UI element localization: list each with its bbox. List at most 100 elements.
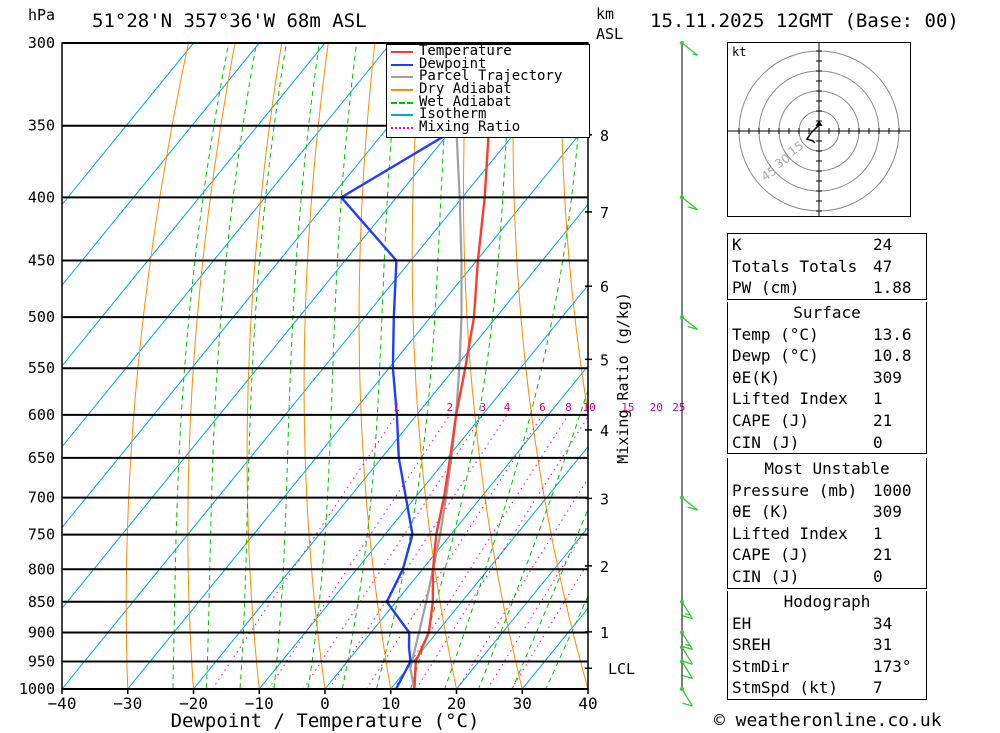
x-axis-label: Dewpoint / Temperature (°C): [171, 710, 480, 732]
dry-adiabat-line: [125, 43, 189, 689]
mixing-ratio-line: [328, 414, 508, 689]
wet-adiabat-line: [205, 43, 258, 689]
mixing-ratio-value-label: 3: [479, 401, 486, 414]
index-row: Lifted Index 1: [728, 523, 926, 545]
index-row: PW (cm) 1.88: [728, 277, 926, 299]
index-value: 309: [873, 367, 902, 387]
datetime-title: 15.11.2025 12GMT (Base: 00): [650, 10, 959, 32]
dry-adiabat-line: [928, 6, 1000, 715]
index-row: Totals Totals 47: [728, 256, 926, 278]
mixing-ratio-value-label: 20: [650, 401, 663, 414]
mixing-ratio-line: [366, 414, 543, 689]
index-value: 0: [873, 566, 883, 586]
index-row: θE(K) 309: [728, 367, 926, 389]
km-tick-label: 7: [600, 204, 609, 222]
index-key: Lifted Index: [732, 389, 848, 409]
pressure-tick-label: 900: [28, 623, 55, 641]
isotherm-line: [62, 43, 326, 367]
wind-barb: [681, 661, 694, 680]
isotherm-line: [127, 122, 588, 689]
index-key: StmSpd (kt): [732, 678, 838, 698]
index-row: StmDir 173°: [728, 656, 926, 678]
wind-barb: [681, 497, 699, 511]
legend-label: Dewpoint: [419, 55, 487, 72]
index-key: PW (cm): [732, 278, 800, 298]
parcel-trajectory-line-point: [409, 667, 412, 670]
legend-swatch: [391, 63, 413, 66]
km-tick-label: 1: [600, 624, 609, 642]
index-key: CIN (J): [732, 566, 800, 586]
legend-item: Mixing Ratio: [387, 119, 589, 136]
pressure-tick-label: 600: [28, 406, 55, 424]
x-tick-label: 0: [320, 694, 330, 713]
isotherm-line: [62, 43, 588, 689]
mixing-ratio-value-label: 8: [565, 401, 572, 414]
index-key: Totals Totals: [732, 256, 858, 276]
legend-label: Isotherm: [419, 106, 487, 123]
index-key: CIN (J): [732, 432, 800, 452]
isotherm-line: [324, 365, 588, 689]
x-tick-label: −10: [245, 694, 274, 713]
index-key: K: [732, 235, 742, 254]
dry-adiabat-line: [512, 43, 588, 689]
index-row: Temp (°C) 13.6: [728, 324, 926, 346]
pressure-tick-label: 400: [28, 188, 55, 206]
x-tick-label: −30: [113, 694, 142, 713]
pressure-tick-label: 500: [28, 308, 55, 326]
hodograph-ring-label: 15: [786, 138, 807, 158]
isotherm-line: [62, 43, 523, 610]
legend-item: Parcel Trajectory: [387, 68, 589, 85]
index-value: 309: [873, 502, 902, 522]
mixing-ratio-value-label: 15: [621, 401, 634, 414]
wet-adiabat-line: [477, 388, 588, 689]
index-section-title: Hodograph: [783, 592, 871, 611]
pressure-tick-label: 1000: [19, 680, 55, 698]
hodograph-panel: kt 15 30 45: [727, 42, 911, 217]
index-row: CAPE (J) 21: [728, 410, 926, 432]
indices-surface-table: Surface Temp (°C) 13.6 Dewp (°C) 10.8 θE(K) 30…: [727, 302, 927, 455]
legend-item: Temperature: [387, 44, 589, 58]
index-key: SREH: [732, 635, 771, 655]
wind-barb: [681, 196, 699, 211]
temperature-line-point: [421, 646, 423, 648]
dry-adiabat-line: [303, 43, 329, 689]
index-key: Lifted Index: [732, 523, 848, 543]
mixing-ratio-line: [393, 414, 569, 689]
pressure-tick-label: 450: [28, 252, 55, 270]
mixing-ratio-value-label: 2: [447, 401, 454, 414]
index-key: θE (K): [732, 502, 790, 522]
wind-barb: [681, 688, 694, 707]
km-tick-label: 3: [600, 490, 609, 508]
legend-swatch: [391, 114, 413, 117]
index-row: Dewp (°C) 10.8: [728, 345, 926, 367]
legend-label: Mixing Ratio: [419, 119, 521, 136]
km-tick-label: 2: [600, 558, 609, 576]
legend-item: Wet Adiabat: [387, 93, 589, 110]
index-value: 1: [873, 523, 883, 543]
legend-swatch: [391, 89, 413, 92]
index-section-title: Surface: [793, 303, 861, 322]
index-value: 31: [873, 635, 893, 655]
copyright-label: © weatheronline.co.uk: [714, 710, 942, 731]
wind-barb: [681, 316, 699, 331]
height-unit-asl: ASL: [596, 25, 624, 43]
index-row: CIN (J) 0: [728, 566, 926, 588]
isotherm-line: [456, 526, 588, 689]
dry-adiabat-line: [560, 43, 588, 416]
index-value: 21: [873, 545, 893, 565]
isotherm-line: [62, 43, 457, 529]
pressure-tick-label: 300: [28, 34, 55, 52]
legend-swatch: [391, 127, 413, 130]
wind-barb: [681, 42, 699, 57]
legend-label: Wet Adiabat: [419, 93, 512, 110]
legend-label: Parcel Trajectory: [419, 68, 563, 85]
dry-adiabat-line: [463, 43, 523, 689]
mixing-ratio-line: [211, 414, 398, 689]
index-section-title: Most Unstable: [764, 459, 890, 478]
legend-item: Dewpoint: [387, 55, 589, 72]
pressure-unit-label: hPa: [28, 6, 56, 24]
index-key: EH: [732, 613, 752, 633]
index-key: θE(K): [732, 367, 781, 387]
